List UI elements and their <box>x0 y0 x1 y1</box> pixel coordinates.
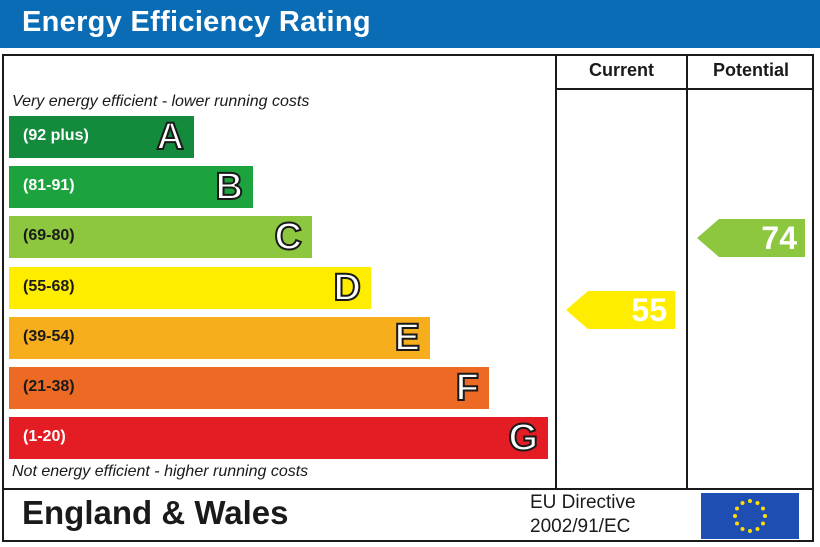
band-c: (69-80) C <box>9 215 312 259</box>
band-range-label: (21-38) <box>23 378 75 395</box>
band-range-label: (81-91) <box>23 177 75 194</box>
flag-star <box>733 514 737 518</box>
potential-rating-arrow: 74 <box>697 219 805 257</box>
column-header-divider <box>556 88 814 90</box>
region-label: England & Wales <box>22 494 289 531</box>
band-letter: G <box>507 416 539 460</box>
current-rating-arrow-shape <box>566 291 675 329</box>
column-header-current: Current <box>588 60 654 80</box>
band-b: (81-91) B <box>9 165 253 209</box>
eu-directive-label: EU Directive <box>530 492 636 513</box>
band-e: (39-54) E <box>9 316 430 360</box>
potential-rating-arrow-value: 74 <box>761 220 797 256</box>
flag-star <box>740 501 745 506</box>
rating-frame <box>2 54 814 542</box>
band-f: (21-38) F <box>9 366 489 410</box>
band-letter: E <box>394 316 421 360</box>
flag-star <box>748 499 752 503</box>
band-d: (55-68) D <box>9 266 371 310</box>
band-letter: D <box>333 266 362 310</box>
band-range-label: (55-68) <box>23 278 75 295</box>
band-letter: B <box>215 165 244 209</box>
divider-potential <box>686 54 688 490</box>
flag-star <box>760 521 765 526</box>
band-range-label: (39-54) <box>23 328 75 345</box>
page-title: Energy Efficiency Rating <box>22 6 371 38</box>
flag-star <box>760 506 765 511</box>
flag-star <box>740 526 745 531</box>
eu-flag-icon <box>701 493 799 539</box>
band-g: (1-20) G <box>9 416 548 460</box>
divider-current <box>555 54 557 490</box>
note-inefficient: Not energy efficient - higher running co… <box>12 463 309 480</box>
eu-directive-number: 2002/91/EC <box>530 516 631 537</box>
band-a: (92 plus) A <box>9 115 194 159</box>
flag-star <box>763 514 767 518</box>
header-bar: Energy Efficiency Rating <box>0 0 820 48</box>
flag-star <box>748 529 752 533</box>
band-range-label: (69-80) <box>23 227 75 244</box>
band-range-label: (1-20) <box>23 428 66 445</box>
footer-divider <box>2 488 814 490</box>
band-letter: F <box>455 366 480 410</box>
band-letter: A <box>156 115 185 159</box>
current-rating-arrow: 55 <box>566 291 675 329</box>
band-letter: C <box>274 215 303 259</box>
potential-rating-arrow-shape <box>697 219 805 257</box>
flag-star <box>735 506 740 511</box>
flag-star <box>755 501 760 506</box>
band-range-label: (92 plus) <box>23 127 89 144</box>
current-rating-arrow-value: 55 <box>631 292 667 328</box>
flag-star <box>735 521 740 526</box>
note-efficient: Very energy efficient - lower running co… <box>12 93 310 110</box>
column-header-potential: Potential <box>712 60 789 80</box>
flag-star <box>755 526 760 531</box>
